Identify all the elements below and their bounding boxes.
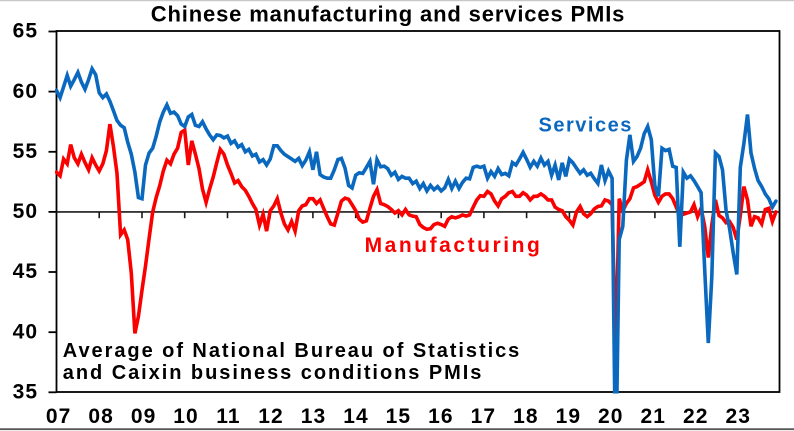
svg-text:13: 13 xyxy=(301,405,327,428)
svg-text:20: 20 xyxy=(598,405,624,428)
svg-text:21: 21 xyxy=(641,405,667,428)
svg-text:23: 23 xyxy=(726,405,752,428)
svg-text:and Caixin business conditions: and Caixin business conditions PMIs xyxy=(63,362,484,384)
svg-text:45: 45 xyxy=(13,260,39,283)
svg-text:18: 18 xyxy=(513,405,539,428)
svg-text:07: 07 xyxy=(46,405,72,428)
svg-text:17: 17 xyxy=(471,405,497,428)
svg-text:Manufacturing: Manufacturing xyxy=(365,234,543,257)
svg-text:08: 08 xyxy=(88,405,114,428)
svg-text:11: 11 xyxy=(216,405,240,428)
svg-text:50: 50 xyxy=(13,200,39,223)
svg-text:60: 60 xyxy=(13,80,39,103)
svg-text:35: 35 xyxy=(13,381,39,404)
svg-text:55: 55 xyxy=(13,140,39,163)
svg-text:22: 22 xyxy=(683,405,709,428)
svg-text:09: 09 xyxy=(131,405,157,428)
svg-text:12: 12 xyxy=(258,405,284,428)
svg-text:16: 16 xyxy=(428,405,454,428)
svg-text:15: 15 xyxy=(386,405,412,428)
svg-text:Services: Services xyxy=(539,115,633,137)
svg-text:14: 14 xyxy=(343,405,369,428)
svg-text:Chinese manufacturing and serv: Chinese manufacturing and services PMIs xyxy=(151,1,626,26)
svg-text:Average of National Bureau of: Average of National Bureau of Statistics xyxy=(63,340,521,362)
svg-text:10: 10 xyxy=(173,405,199,428)
svg-text:19: 19 xyxy=(556,405,582,428)
svg-text:65: 65 xyxy=(13,20,39,43)
svg-text:40: 40 xyxy=(13,320,39,343)
